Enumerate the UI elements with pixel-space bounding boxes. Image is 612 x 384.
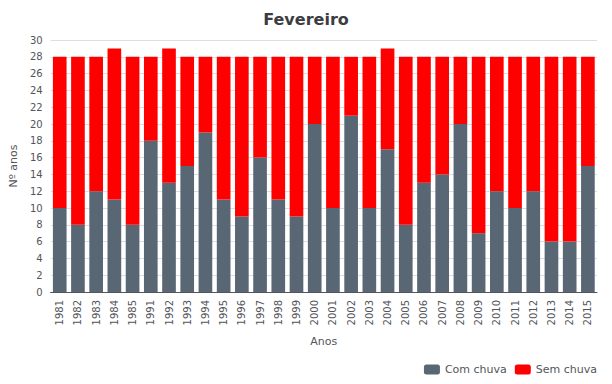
svg-text:14: 14 (30, 169, 43, 180)
svg-text:30: 30 (30, 35, 43, 46)
svg-text:16: 16 (30, 152, 43, 163)
svg-text:2008: 2008 (455, 300, 466, 325)
svg-text:2003: 2003 (364, 300, 375, 325)
svg-text:2002: 2002 (346, 300, 357, 325)
svg-text:2: 2 (36, 270, 42, 281)
svg-text:Nº anos: Nº anos (7, 144, 20, 187)
svg-text:1981: 1981 (54, 300, 65, 325)
svg-text:2009: 2009 (473, 300, 484, 325)
svg-text:2005: 2005 (400, 300, 411, 325)
svg-text:Sem chuva: Sem chuva (536, 363, 597, 376)
svg-text:8: 8 (36, 219, 42, 230)
svg-text:1993: 1993 (182, 300, 193, 325)
svg-text:2015: 2015 (582, 300, 593, 325)
svg-text:Com chuva: Com chuva (445, 363, 507, 376)
svg-text:Fevereiro: Fevereiro (263, 10, 349, 29)
svg-text:2001: 2001 (327, 300, 338, 325)
svg-text:28: 28 (30, 51, 43, 62)
svg-text:Anos: Anos (310, 335, 337, 348)
svg-text:1984: 1984 (109, 300, 120, 325)
svg-text:0: 0 (36, 287, 42, 298)
svg-text:2010: 2010 (491, 300, 502, 325)
svg-text:18: 18 (30, 135, 43, 146)
svg-text:1999: 1999 (291, 300, 302, 325)
svg-text:1997: 1997 (255, 300, 266, 325)
svg-text:1992: 1992 (164, 300, 175, 325)
svg-text:2007: 2007 (437, 300, 448, 325)
svg-text:1985: 1985 (127, 300, 138, 325)
svg-text:2012: 2012 (528, 300, 539, 325)
svg-text:1998: 1998 (273, 300, 284, 325)
svg-text:22: 22 (30, 102, 43, 113)
svg-text:2014: 2014 (564, 300, 575, 325)
svg-text:2006: 2006 (418, 300, 429, 325)
svg-text:10: 10 (30, 203, 43, 214)
svg-text:1982: 1982 (72, 300, 83, 325)
svg-text:20: 20 (30, 119, 43, 130)
svg-text:6: 6 (36, 236, 42, 247)
svg-text:4: 4 (36, 253, 42, 264)
svg-text:2011: 2011 (510, 300, 521, 325)
svg-text:24: 24 (30, 85, 43, 96)
svg-text:1991: 1991 (145, 300, 156, 325)
svg-text:2004: 2004 (382, 300, 393, 325)
svg-text:1983: 1983 (91, 300, 102, 325)
svg-text:1995: 1995 (218, 300, 229, 325)
svg-text:26: 26 (30, 68, 43, 79)
svg-text:2013: 2013 (546, 300, 557, 325)
svg-text:1996: 1996 (236, 300, 247, 325)
svg-text:2000: 2000 (309, 300, 320, 325)
svg-text:12: 12 (30, 186, 43, 197)
svg-text:1994: 1994 (200, 300, 211, 325)
